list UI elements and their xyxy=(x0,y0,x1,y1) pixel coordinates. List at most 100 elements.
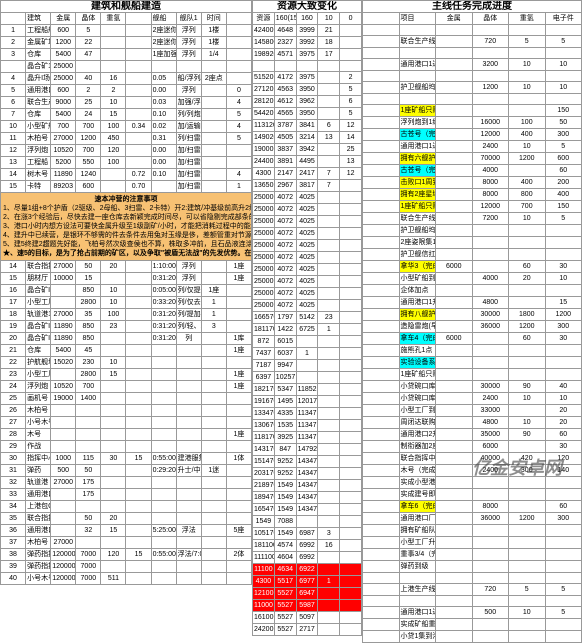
table-row xyxy=(253,61,362,72)
table-row: 30指挥中心100011530150:55:00建港服集1体 xyxy=(1,453,252,465)
table-row: 4晶升I场2500040160.05船/浮列/兵舍2座点 xyxy=(1,73,252,85)
table-row: 小型工厂到1级3300020 xyxy=(363,405,582,417)
table-row: 联合生产线到1级72055 xyxy=(363,36,582,48)
table-row: 20晶合矿III118908500:31:20列1库 xyxy=(1,333,252,345)
table-row: 弹药到级 xyxy=(363,561,582,573)
table-row: 拿车6（完成配购)800060 xyxy=(363,501,582,513)
table-row: 护卫舰信扛物主5级到/1点技点 xyxy=(363,249,582,261)
table-row: 2500040724025 xyxy=(253,300,362,312)
table-row: 古苍号（完成配购)12000400300 xyxy=(363,129,582,141)
right-header-row: 项目 金属 晶体 重氢 电子件 xyxy=(363,13,582,25)
table-row: 2金属矿场1200222座迷你运输舰浮列1楼 xyxy=(1,37,252,49)
table-row: 实成建号即点 xyxy=(363,489,582,501)
table-row: 13工程船52005501000.00加/扫雷艇 xyxy=(1,157,252,169)
table-row: 639710257 xyxy=(253,372,362,384)
table-row: 通用港口1达到2级2400105 xyxy=(363,141,582,153)
table-row: 1665701797514223 xyxy=(253,312,362,324)
table-row: 29作战 xyxy=(1,441,252,453)
table-row: 218970154914347 xyxy=(253,480,362,492)
table-row: 1100055275987 xyxy=(253,600,362,612)
table-row xyxy=(363,94,582,105)
table-row: 古苍号（完成配购)400060 xyxy=(363,165,582,177)
table-row: 149020450532141314 xyxy=(253,132,362,144)
table-row: 拥有八舰护卫舰3000018001200 xyxy=(363,309,582,321)
table-row: 击败口1周到达8000400200 xyxy=(363,177,582,189)
mid-panel: 资源大致变化 资源 160(150) 160 10 0 424004648399… xyxy=(252,0,362,636)
table-row: 1210055276947 xyxy=(253,588,362,600)
table-row: 10小型矿船7007001000.340.02加/运输4 xyxy=(1,121,252,133)
table-row: 19晶合矿II11890850230:31:20列/轻、联绑10+-级指挥拒3 xyxy=(1,321,252,333)
table-row: 105170154969873 xyxy=(253,528,362,540)
table-row: 2500040724025 xyxy=(253,288,362,300)
table-row: 36通用港口32155:25:00浮法5座 xyxy=(1,525,252,537)
table-row: 小型矿船到1级40002010 xyxy=(363,273,582,285)
table-row: 424004648399921 xyxy=(253,25,362,37)
table-row: 2500040724025 xyxy=(253,192,362,204)
table-row: 12浮列炮105207001200.00加/扫雷艇 xyxy=(1,145,252,157)
table-row: 1工程船船坞60052座迷你运输舰浮列1楼 xyxy=(1,25,252,37)
table-row: 通用港口1达到5级500105 xyxy=(363,607,582,619)
table-row: 14317084714792 xyxy=(253,444,362,456)
mid-table: 资源大致变化 资源 160(150) 160 10 0 424004648399… xyxy=(252,0,362,636)
table-row: 11110046046992 xyxy=(253,552,362,564)
table-row: 拥有六舰护卫舰700001200600 xyxy=(363,153,582,165)
right-title: 主线任务完成进度 xyxy=(363,1,582,13)
note-box: 速本冲营的注意事项 1、尽量1组+8个护盾（2驱级、2母船、3扫雷、2卡特）开2… xyxy=(1,193,252,261)
table-row: 118170392511347 xyxy=(253,432,362,444)
table-row: 40小号木号1200007000511 xyxy=(1,573,252,585)
table-row: 13650296738177 xyxy=(253,180,362,192)
table-row xyxy=(363,25,582,36)
left-table: 建筑和舰船建造 建筑 金属 晶体 重氢 舰船 舰队1 时间 1工程船船坞6005… xyxy=(0,0,252,585)
table-row: 4300551769771 xyxy=(253,576,362,588)
table-row: 1811004574699216 xyxy=(253,540,362,552)
table-row: 拿车4（完成配购)60006030 xyxy=(363,333,582,345)
table-row: 拿华3（完成配购)60006030 xyxy=(363,261,582,273)
table-row: 7仓库540024150.10列/列炮5 xyxy=(1,109,252,121)
table-row: 16晶合矿I850100:05:00列/仅提升资源格经营1座 xyxy=(1,285,252,297)
table-row: 8726015 xyxy=(253,336,362,348)
table-row: 15卡特892036000.70加/扫雷艇1 xyxy=(1,181,252,193)
table-row: 14树木号1189012400.720.10加/扫雷艇4 xyxy=(1,169,252,181)
table-row: 2500040724025 xyxy=(253,276,362,288)
table-row: 191670149512017 xyxy=(253,396,362,408)
table-row: 38弹药指挥中心1200007000120150:55:00浮法/7:01:00… xyxy=(1,549,252,561)
table-row: 23小型工厂2800151座 xyxy=(1,369,252,381)
table-row: 133470433511347 xyxy=(253,408,362,420)
table-row: 1座矿船只购1级完成高载矿点150 xyxy=(363,105,582,117)
table-row: 24浮列炮105207001座 xyxy=(1,381,252,393)
table-row: 通用港口2升7级350009060 xyxy=(363,429,582,441)
table-row xyxy=(363,48,582,59)
table-row: 造隐雷炮(早已完成)360001200300 xyxy=(363,321,582,333)
table-row xyxy=(363,573,582,584)
table-row: 1座矿船只购泰级完成高载矿点 xyxy=(363,369,582,381)
table-row: 1989204571397517 xyxy=(253,49,362,61)
table-row: 165470154914347 xyxy=(253,504,362,516)
table-row xyxy=(363,71,582,82)
table-row: 28木号1座 xyxy=(1,429,252,441)
table-row: 联合生产线到1级7200105 xyxy=(363,213,582,225)
table-row: 1110046346922 xyxy=(253,564,362,576)
table-row: 护卫舰船坞购1级12001010 xyxy=(363,82,582,94)
table-row: 743760371 xyxy=(253,348,362,360)
table-row: 3仓库5400471座加强运输舰浮列1/4 xyxy=(1,49,252,61)
table-row: 通用港口厂至到1级360001200300 xyxy=(363,513,582,525)
table-row: 2座姿限集1级完成高载矿点 xyxy=(363,237,582,249)
table-row: 拥有2座星域矿船8000800400 xyxy=(363,189,582,201)
table-row: 2500040724025 xyxy=(253,240,362,252)
table-row: 1610055275097 xyxy=(253,612,362,624)
table-row: 11木柏号2700012004500.31列/扫雷艇5 xyxy=(1,133,252,145)
table-row: 2500040724025 xyxy=(253,228,362,240)
table-row: 33通用港口1楼175 xyxy=(1,489,252,501)
table-row: 244003891449513 xyxy=(253,156,362,168)
table-row: 企体加点 xyxy=(363,285,582,297)
table-row: 制衔器加2座，锅K/制升3级指挥拒600030 xyxy=(363,441,582,453)
table-row: 小贷碗口库洁1级300009040 xyxy=(363,381,582,393)
table-row: 11312037873841612 xyxy=(253,120,362,132)
table-row: 430021472417712 xyxy=(253,168,362,180)
table-row: 17小型工厂2800100:33:20列/仅去加运输舰1 xyxy=(1,297,252,309)
table-row: 18轨道港127000351000:31:20列/提加4架速轻1 xyxy=(1,309,252,321)
table-row: 35联合指挥中心5020 xyxy=(1,513,252,525)
table-row: 2500040724025 xyxy=(253,204,362,216)
table-row: 189470154914347 xyxy=(253,492,362,504)
left-panel: 建筑和舰船建造 建筑 金属 晶体 重氢 舰船 舰队1 时间 1工程船船坞6005… xyxy=(0,0,252,585)
